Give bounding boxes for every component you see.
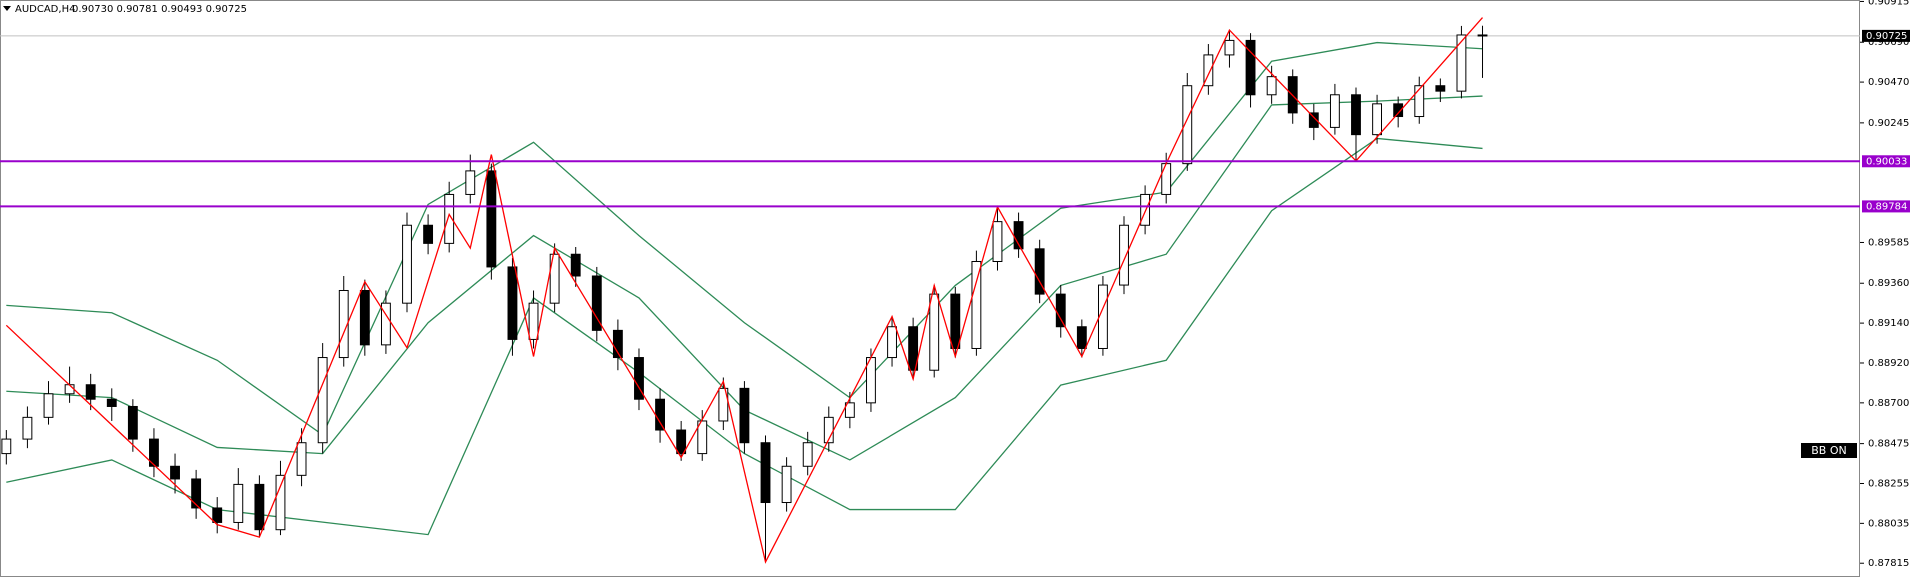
candle-body (929, 293, 940, 371)
candle-body (43, 393, 54, 418)
candle-body (1224, 39, 1235, 56)
candle-body (1034, 248, 1045, 295)
y-tick-label: 0.88475 (1868, 439, 1909, 450)
y-tick-label: 0.88255 (1868, 478, 1909, 489)
candle-body (1119, 224, 1129, 286)
level-label-bg (1862, 200, 1910, 213)
y-tick-label: 0.88920 (1868, 358, 1909, 369)
candle-body (655, 398, 665, 431)
candle-body (233, 483, 244, 523)
candle-body (887, 326, 897, 359)
candle-body (191, 478, 202, 509)
candle-body (1140, 193, 1151, 226)
candle-body (359, 289, 370, 346)
candle-body (1055, 293, 1066, 328)
y-tick-label: 0.90470 (1868, 77, 1909, 88)
candle-body (1203, 54, 1214, 87)
y-tick-label: 0.90915 (1868, 0, 1909, 7)
candle-body (507, 266, 518, 340)
candle-body (1245, 39, 1256, 96)
candle-body (1308, 112, 1319, 128)
candle-body (22, 416, 33, 440)
y-tick-label: 0.89140 (1868, 318, 1909, 329)
candle-body (1266, 76, 1277, 96)
y-tick-label: 0.87815 (1868, 558, 1909, 569)
candle-body (444, 193, 455, 244)
y-tick-label: 0.88035 (1868, 518, 1909, 529)
y-tick-label: 0.90245 (1868, 118, 1909, 129)
candle-body (1477, 34, 1488, 37)
candle-body (697, 420, 708, 455)
candle-body (127, 405, 138, 440)
zigzag (5, 17, 1484, 564)
bollinger-band (6, 41, 1483, 436)
y-tick-label: 0.89360 (1868, 278, 1909, 289)
candle-body (528, 302, 539, 340)
candle-body (1435, 85, 1446, 92)
candle-body (591, 275, 602, 331)
candle-body (1414, 85, 1425, 118)
candle-body (1393, 103, 1404, 118)
current-price-bg (1862, 29, 1910, 42)
candle-body (992, 221, 1003, 262)
candle-body (1456, 34, 1467, 92)
candle-body (1076, 326, 1087, 349)
candle-body (486, 170, 497, 268)
candle-body (1182, 85, 1193, 165)
candle-body (149, 438, 159, 467)
candle-body (423, 224, 434, 244)
candle-body (676, 429, 687, 455)
candle-body (1, 438, 12, 455)
candle-body (465, 170, 476, 195)
candle-body (317, 357, 328, 444)
level-label-bg (1862, 155, 1910, 168)
candle-body (844, 402, 855, 418)
candle-body (908, 326, 919, 371)
candle-body (254, 483, 265, 531)
candle-body (781, 465, 792, 504)
ohlc-header: 0.90730 0.90781 0.90493 0.90725 (72, 4, 247, 15)
indicator-bg (1801, 443, 1857, 458)
symbol: AUDCAD,H4 (15, 4, 75, 15)
candle-body (170, 465, 180, 480)
candle-body (1351, 94, 1361, 136)
menu-triangle (3, 6, 11, 11)
candle-body (634, 357, 644, 400)
candle-body (106, 398, 117, 407)
candle-body (296, 442, 307, 476)
candle-body (549, 253, 560, 304)
candle-body (338, 289, 349, 359)
candle-body (739, 387, 750, 444)
level-label: 0.89784 (1866, 201, 1907, 212)
candle-body (85, 384, 96, 400)
level-label: 0.90033 (1866, 156, 1907, 167)
candle-body (64, 384, 75, 395)
candle-body (718, 387, 729, 422)
y-tick-label: 0.90690 (1868, 37, 1909, 48)
candle-body (275, 474, 286, 531)
plot-frame (0, 0, 1860, 577)
candle-body (802, 442, 813, 467)
y-tick-label: 0.89585 (1868, 237, 1909, 248)
indicator-label: BB ON (1811, 444, 1846, 457)
candle-body (612, 329, 623, 359)
candle-body (971, 260, 982, 349)
candle-body (950, 293, 961, 349)
candle-body (760, 442, 771, 504)
y-tick-label: 0.88700 (1868, 398, 1909, 409)
candle-body (570, 253, 581, 277)
candle-body (1372, 103, 1383, 136)
candle-body (212, 507, 223, 523)
candle-body (380, 302, 391, 346)
candle-body (1329, 94, 1340, 128)
candle-body (402, 224, 412, 304)
candle-body (1161, 163, 1172, 195)
current-price-label: 0.90725 (1866, 31, 1907, 42)
